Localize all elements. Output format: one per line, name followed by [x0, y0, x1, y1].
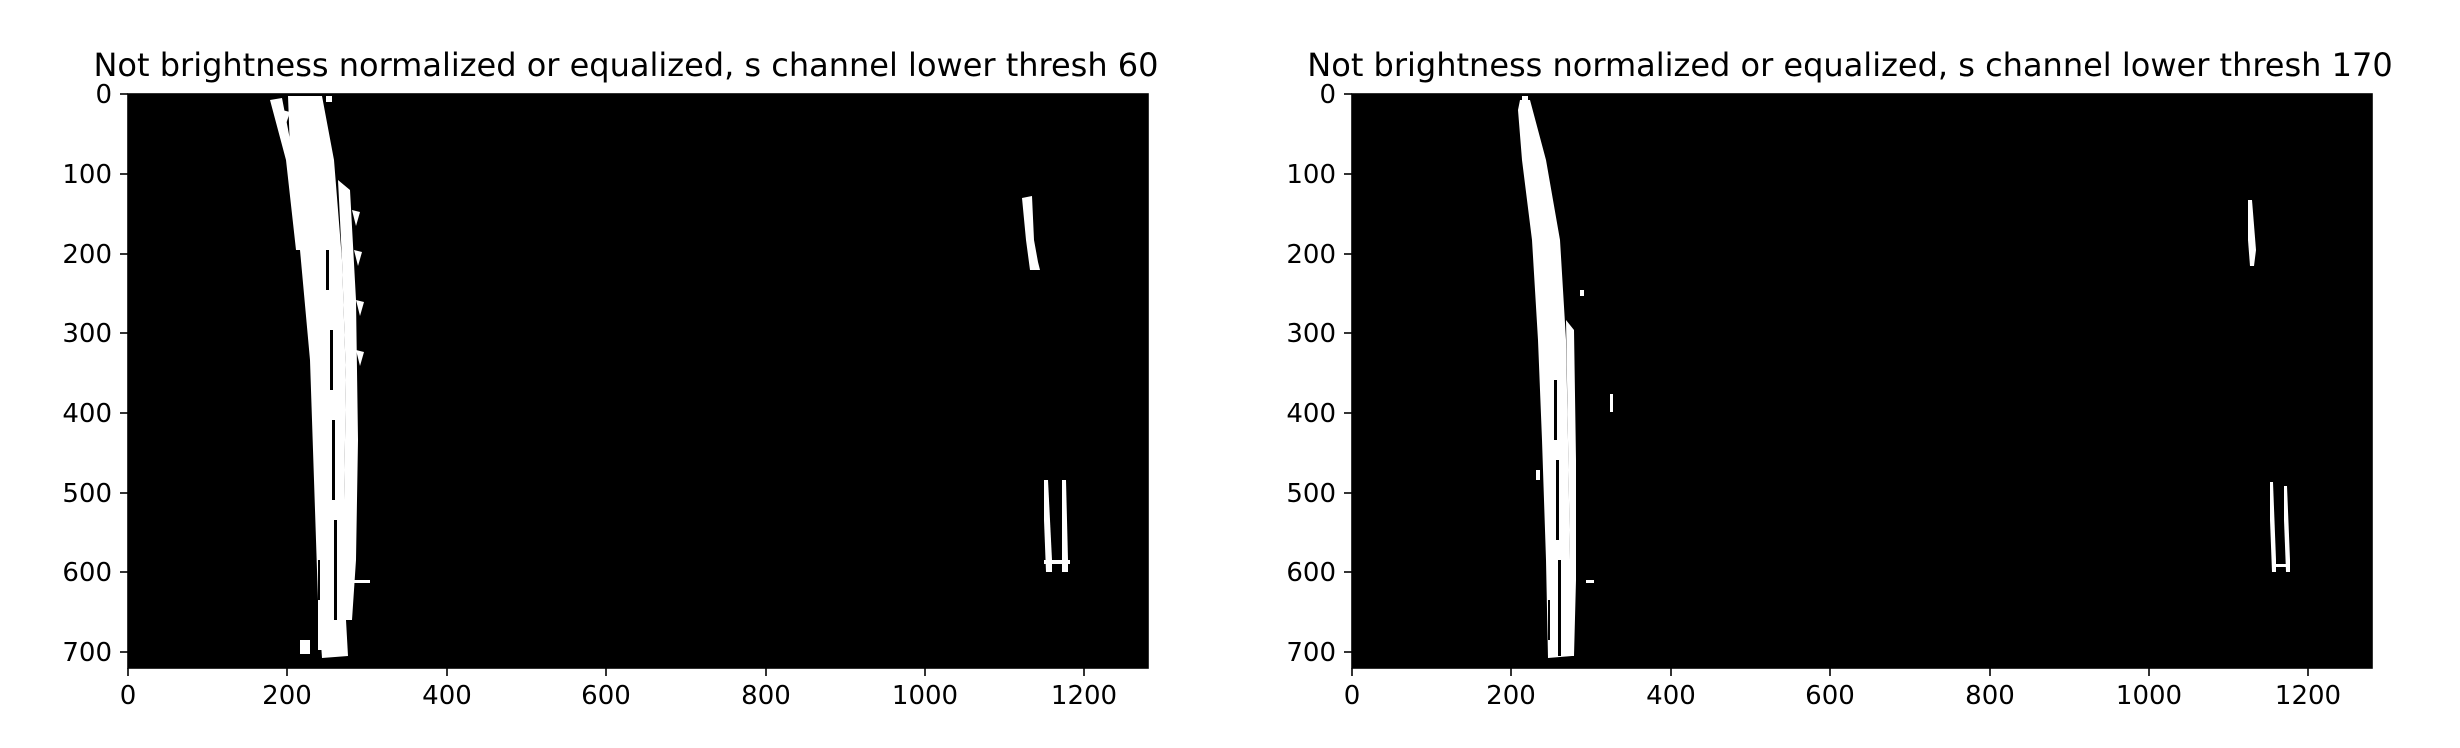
panel-2-x-tick-label: 800: [1965, 681, 2015, 711]
panel-1: Not brightness normalized or equalized, …: [62, 46, 1158, 711]
panel-1-y-tick-label: 200: [62, 240, 112, 270]
panel-2-title: Not brightness normalized or equalized, …: [1307, 46, 2392, 84]
panel-2-y-tick-label: 300: [1286, 319, 1336, 349]
panel-1-y-axis: [120, 93, 128, 653]
panel-2-y-tick-label: 0: [1319, 80, 1336, 110]
panel-2-x-axis: [1351, 668, 2309, 676]
panel-1-x-tick-label: 1000: [892, 681, 958, 711]
panel-1-x-tick-label: 0: [120, 681, 137, 711]
panel-2-y-tick-labels: 0 100 200 300 400 500 600 700: [1286, 80, 1336, 668]
panel-1-y-tick-label: 700: [62, 638, 112, 668]
panel-1-x-tick-label: 200: [262, 681, 312, 711]
panel-2-x-tick-label: 600: [1805, 681, 1855, 711]
panel-2-y-tick-label: 500: [1286, 479, 1336, 509]
panel-2-y-tick-label: 700: [1286, 638, 1336, 668]
panel-1-x-tick-label: 1200: [1051, 681, 1117, 711]
panel-2-y-axis: [1344, 93, 1352, 653]
panel-1-axes-frame: [127, 93, 1149, 669]
panel-2-x-tick-label: 400: [1646, 681, 1696, 711]
panel-2-image-background: [1352, 94, 2372, 668]
panel-2-x-tick-labels: 0 200 400 600 800 1000 1200: [1344, 681, 2341, 711]
panel-1-y-tick-label: 400: [62, 399, 112, 429]
panel-1-y-tick-labels: 0 100 200 300 400 500 600 700: [62, 80, 112, 668]
panel-2: Not brightness normalized or equalized, …: [1286, 46, 2392, 711]
panel-2-right-lane: [1610, 200, 2290, 572]
panel-2-left-lane-gaps: [1548, 380, 1561, 656]
panel-2-x-tick-label: 200: [1486, 681, 1536, 711]
panel-1-x-axis: [127, 668, 1085, 676]
panel-1-left-lane-fragments: [282, 110, 364, 366]
panel-1-y-tick-label: 500: [62, 479, 112, 509]
panel-2-image: [1352, 94, 2372, 668]
panel-2-y-tick-label: 200: [1286, 240, 1336, 270]
panel-1-left-lane: [270, 96, 370, 658]
panel-1-image: [128, 94, 1148, 668]
panel-1-x-tick-label: 800: [741, 681, 791, 711]
panel-2-x-tick-label: 1000: [2116, 681, 2182, 711]
panel-1-right-lane: [1022, 196, 1070, 572]
panel-1-y-tick-label: 300: [62, 319, 112, 349]
panel-1-x-tick-labels: 0 200 400 600 800 1000 1200: [120, 681, 1117, 711]
panel-2-y-tick-label: 100: [1286, 160, 1336, 190]
panel-1-y-tick-label: 100: [62, 160, 112, 190]
panel-2-y-tick-label: 400: [1286, 399, 1336, 429]
panel-1-y-tick-label: 0: [95, 80, 112, 110]
panel-2-axes-frame: [1351, 93, 2373, 669]
panel-1-x-tick-label: 400: [422, 681, 472, 711]
panel-2-x-tick-label: 0: [1344, 681, 1361, 711]
panel-1-title: Not brightness normalized or equalized, …: [93, 46, 1158, 84]
panel-1-x-tick-label: 600: [581, 681, 631, 711]
panel-1-y-tick-label: 600: [62, 558, 112, 588]
panel-2-x-tick-label: 1200: [2275, 681, 2341, 711]
panel-1-left-lane-gaps: [318, 250, 337, 620]
panel-2-y-tick-label: 600: [1286, 558, 1336, 588]
panel-1-image-background: [128, 94, 1148, 668]
